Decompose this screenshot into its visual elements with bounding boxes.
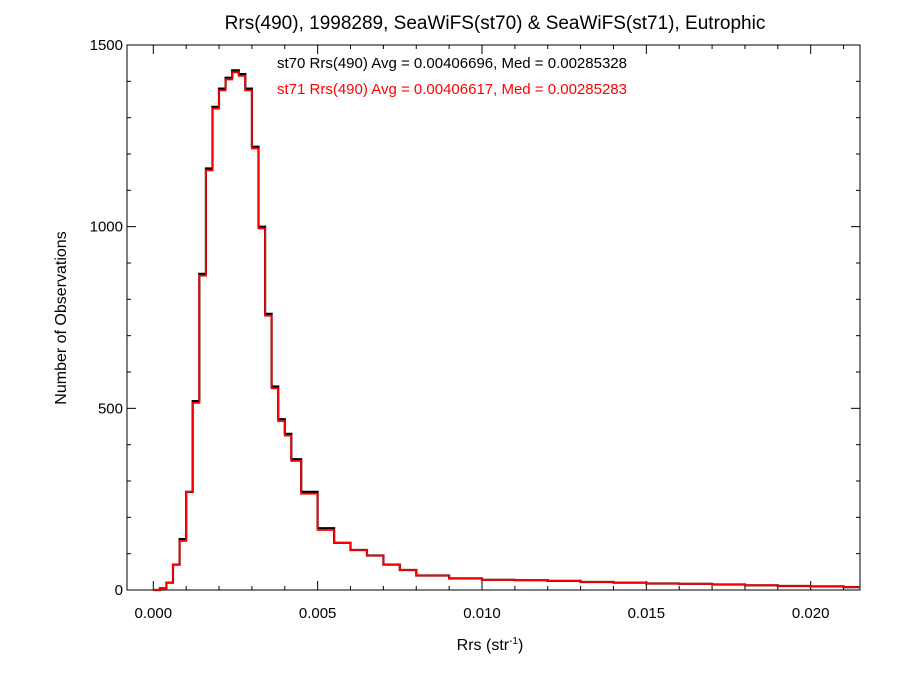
x-axis: 0.000 0.005 0.010 0.015 0.020 — [135, 45, 845, 622]
x-axis-label-sup: -1 — [509, 636, 518, 647]
x-axis-label-main: Rrs (str — [457, 637, 510, 654]
x-tick-label: 0.010 — [463, 605, 501, 622]
x-tick-label: 0.000 — [135, 605, 173, 622]
y-tick-label: 0 — [115, 582, 123, 599]
plot-area-border — [126, 44, 861, 591]
x-tick-label: 0.020 — [792, 605, 830, 622]
x-axis-label-close: ) — [518, 637, 523, 654]
y-axis: 0 500 1000 1500 — [90, 37, 860, 599]
plot-frame — [126, 44, 861, 591]
legend-st71-stats: st71 Rrs(490) Avg = 0.00406617, Med = 0.… — [277, 81, 627, 98]
y-tick-label: 1500 — [90, 37, 123, 54]
legend-st70-stats: st70 Rrs(490) Avg = 0.00406696, Med = 0.… — [277, 55, 627, 72]
y-tick-label: 500 — [98, 400, 123, 417]
x-axis-label: Rrs (str-1) — [457, 636, 524, 654]
series-line-st71 — [153, 71, 860, 591]
chart-title: Rrs(490), 1998289, SeaWiFS(st70) & SeaWi… — [225, 13, 766, 34]
x-tick-label: 0.005 — [299, 605, 337, 622]
series-layer — [153, 69, 860, 592]
x-tick-label: 0.015 — [628, 605, 666, 622]
y-tick-label: 1000 — [90, 219, 123, 236]
y-axis-label: Number of Observations — [53, 231, 70, 404]
